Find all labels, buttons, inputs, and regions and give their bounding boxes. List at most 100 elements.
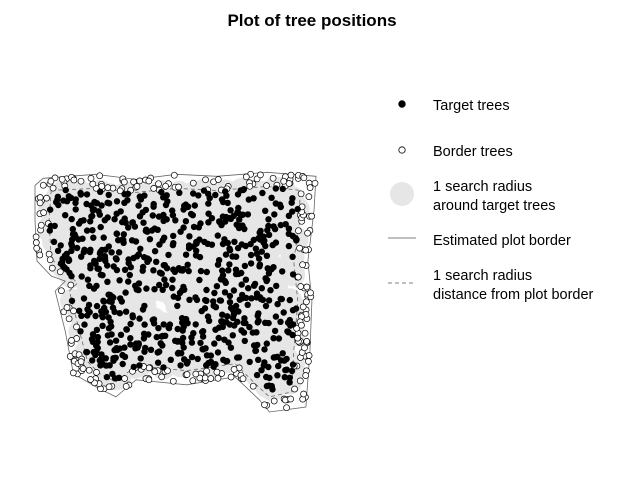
target-tree-point xyxy=(189,212,196,219)
target-tree-point xyxy=(197,220,204,227)
target-tree-point xyxy=(120,239,127,246)
legend-label-line: 1 search radius xyxy=(433,268,532,284)
target-tree-point xyxy=(160,364,167,371)
target-tree-point xyxy=(271,354,279,361)
target-tree-point xyxy=(76,307,83,314)
target-tree-point xyxy=(277,221,284,229)
target-tree-point xyxy=(240,329,248,336)
target-tree-point xyxy=(262,207,269,214)
target-tree-point xyxy=(88,335,96,343)
target-tree-point xyxy=(188,334,195,341)
legend-label-border-trees: Border trees xyxy=(433,144,513,160)
target-tree-point xyxy=(255,255,263,262)
target-tree-point xyxy=(256,263,263,270)
target-tree-point xyxy=(283,355,290,363)
border-tree-point xyxy=(305,352,313,359)
target-tree-point xyxy=(272,185,279,192)
target-tree-point xyxy=(63,250,70,257)
border-tree-point xyxy=(304,229,311,237)
border-tree-point xyxy=(36,251,44,259)
target-tree-point xyxy=(97,248,104,255)
target-tree-point xyxy=(65,257,72,264)
target-tree-point xyxy=(160,211,167,219)
target-tree-point xyxy=(220,356,227,363)
target-tree-point xyxy=(253,250,261,257)
target-tree-point xyxy=(274,300,281,308)
border-tree-point xyxy=(303,338,311,345)
target-tree-point xyxy=(203,362,210,369)
target-tree-point xyxy=(256,236,264,243)
target-tree-point xyxy=(275,362,282,370)
target-trees-series xyxy=(46,185,301,393)
target-tree-point xyxy=(265,222,272,230)
target-tree-point xyxy=(193,296,201,304)
border-tree-point xyxy=(303,283,311,291)
target-tree-point xyxy=(285,242,293,250)
target-tree-point xyxy=(199,333,207,340)
target-tree-point xyxy=(159,286,166,293)
target-tree-point xyxy=(211,289,218,297)
legend-label-line: 1 search radius xyxy=(433,179,532,195)
target-tree-point xyxy=(160,262,167,269)
target-tree-point xyxy=(165,251,172,259)
target-tree-point xyxy=(226,292,234,300)
target-tree-point xyxy=(129,312,136,319)
border-tree-point xyxy=(261,401,268,409)
target-tree-point xyxy=(219,311,226,318)
target-tree-point xyxy=(103,362,110,369)
legend-label-plot-border: Estimated plot border xyxy=(433,233,571,249)
target-tree-point xyxy=(253,371,261,379)
target-tree-point xyxy=(257,227,264,235)
target-tree-point xyxy=(294,205,301,213)
target-tree-point xyxy=(224,199,231,207)
target-tree-point xyxy=(289,361,297,368)
target-tree-point xyxy=(68,215,75,223)
target-tree-point xyxy=(214,349,222,356)
target-tree-point xyxy=(221,236,228,243)
target-tree-point xyxy=(89,227,96,234)
target-tree-point xyxy=(61,212,69,219)
border-tree-point xyxy=(151,368,159,375)
border-tree-point xyxy=(302,372,310,379)
target-tree-point xyxy=(127,320,134,328)
legend: Target trees Border trees 1 search radiu… xyxy=(388,98,594,303)
target-tree-point xyxy=(174,350,182,357)
target-tree-point xyxy=(169,276,176,283)
target-tree-point xyxy=(143,285,150,292)
target-tree-point xyxy=(158,188,165,196)
target-tree-point xyxy=(225,267,232,274)
target-tree-point xyxy=(226,245,233,252)
legend-symbol-border-trees xyxy=(398,146,406,154)
target-tree-point xyxy=(210,298,217,305)
target-tree-point xyxy=(84,306,91,313)
target-tree-point xyxy=(289,208,296,215)
target-tree-point xyxy=(111,375,119,382)
border-tree-point xyxy=(89,180,97,188)
border-tree-point xyxy=(145,376,153,384)
target-tree-point xyxy=(172,217,179,224)
target-tree-point xyxy=(188,339,196,346)
target-tree-point xyxy=(211,340,218,347)
target-tree-point xyxy=(250,236,257,244)
target-tree-point xyxy=(176,189,183,196)
target-tree-point xyxy=(203,297,210,304)
target-tree-point xyxy=(127,335,134,342)
target-tree-point xyxy=(135,202,142,209)
target-tree-point xyxy=(89,207,97,214)
target-tree-point xyxy=(178,315,186,322)
target-tree-point xyxy=(156,281,163,289)
target-tree-point xyxy=(51,222,58,230)
target-tree-point xyxy=(214,232,221,239)
target-tree-point xyxy=(180,224,187,231)
target-tree-point xyxy=(271,327,279,335)
target-tree-point xyxy=(174,294,182,302)
target-tree-point xyxy=(139,263,147,271)
target-tree-point xyxy=(78,273,85,280)
border-tree-point xyxy=(33,244,41,252)
target-tree-point xyxy=(259,296,267,304)
plot-area xyxy=(32,170,319,413)
border-tree-point xyxy=(37,221,45,229)
target-tree-point xyxy=(93,282,100,290)
target-tree-point xyxy=(273,282,280,290)
border-tree-point xyxy=(39,181,47,189)
